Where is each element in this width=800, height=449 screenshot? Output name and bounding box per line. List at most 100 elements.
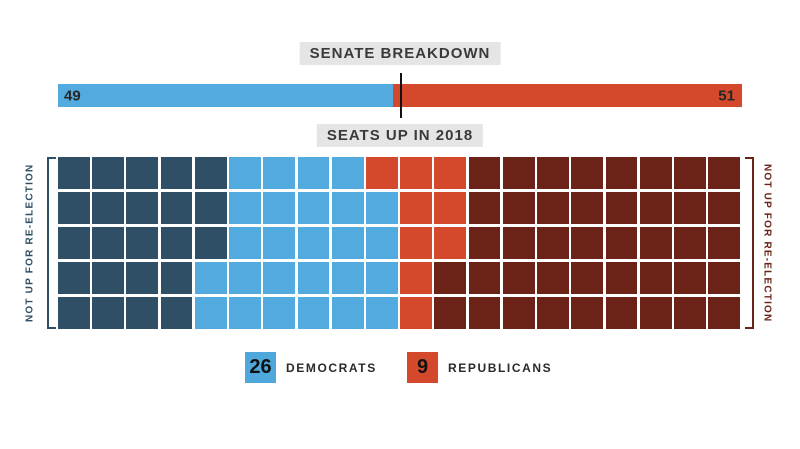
seat-cell <box>160 226 193 260</box>
seat-cell <box>229 157 261 190</box>
seat-cell <box>400 191 433 225</box>
rep-bar-segment: 51 <box>393 84 742 107</box>
seat-cell <box>571 157 604 190</box>
seat-cell <box>194 261 227 295</box>
seat-cell <box>639 261 672 295</box>
seat-cell <box>673 191 706 225</box>
seat-cell <box>468 261 501 295</box>
republicans-label: REPUBLICANS <box>448 360 553 375</box>
seat-cell <box>92 261 125 295</box>
seat-cell <box>708 191 740 225</box>
seat-cell <box>92 226 125 260</box>
seat-cell <box>92 157 125 190</box>
seat-cell <box>468 296 501 329</box>
legend-item-democrats: 26 DEMOCRATS <box>245 352 377 383</box>
left-bracket <box>47 157 56 329</box>
seat-cell <box>400 226 433 260</box>
seat-cell <box>571 191 604 225</box>
seat-cell <box>58 226 90 260</box>
senate-breakdown-bar: 49 51 <box>58 84 742 107</box>
seat-cell <box>537 157 569 190</box>
seat-cell <box>434 191 467 225</box>
seat-cell <box>639 157 672 190</box>
seat-cell <box>263 157 296 190</box>
seat-cell <box>708 226 740 260</box>
seat-cell <box>365 226 398 260</box>
seat-cell <box>502 261 535 295</box>
seat-cell <box>605 226 638 260</box>
seat-cell <box>571 226 604 260</box>
seat-cell <box>126 191 159 225</box>
seat-cell <box>639 226 672 260</box>
seat-cell <box>537 261 569 295</box>
seat-cell <box>194 296 227 329</box>
seat-cell <box>331 261 364 295</box>
seat-cell <box>229 226 261 260</box>
seat-cell <box>365 157 398 190</box>
seat-cell <box>331 226 364 260</box>
seat-cell <box>434 261 467 295</box>
seat-cell <box>263 296 296 329</box>
seat-cell <box>92 296 125 329</box>
seat-cell <box>434 157 467 190</box>
seat-cell <box>400 261 433 295</box>
seat-cell <box>126 296 159 329</box>
seat-cell <box>502 157 535 190</box>
seat-cell <box>58 296 90 329</box>
right-bracket <box>745 157 754 329</box>
seat-cell <box>58 157 90 190</box>
seat-cell <box>194 157 227 190</box>
seat-cell <box>571 296 604 329</box>
left-not-up-label: NOT UP FOR RE-ELECTION <box>24 163 36 323</box>
seat-cell <box>468 226 501 260</box>
seat-cell <box>537 296 569 329</box>
seat-cell <box>365 191 398 225</box>
seat-cell <box>58 191 90 225</box>
seat-grid <box>58 157 740 329</box>
seat-cell <box>263 226 296 260</box>
seats-up-title: SEATS UP IN 2018 <box>316 124 484 147</box>
seat-cell <box>708 261 740 295</box>
seat-cell <box>126 157 159 190</box>
seat-cell <box>194 226 227 260</box>
dem-seat-count: 49 <box>64 87 81 104</box>
majority-midpoint-tick <box>400 73 402 118</box>
seat-cell <box>537 226 569 260</box>
seat-cell <box>160 261 193 295</box>
seat-cell <box>229 191 261 225</box>
seat-cell <box>468 191 501 225</box>
seat-cell <box>297 261 330 295</box>
seat-cell <box>605 261 638 295</box>
seat-cell <box>297 157 330 190</box>
seat-cell <box>297 191 330 225</box>
seat-cell <box>434 296 467 329</box>
seat-cell <box>571 261 604 295</box>
seat-cell <box>502 226 535 260</box>
seat-cell <box>126 261 159 295</box>
seat-cell <box>673 226 706 260</box>
seat-cell <box>708 157 740 190</box>
page-title: SENATE BREAKDOWN <box>299 42 501 65</box>
seat-cell <box>708 296 740 329</box>
seat-cell <box>160 191 193 225</box>
seat-cell <box>331 157 364 190</box>
seat-cell <box>673 157 706 190</box>
seat-cell <box>605 157 638 190</box>
seat-cell <box>673 261 706 295</box>
seat-cell <box>400 296 433 329</box>
seat-cell <box>194 191 227 225</box>
seat-cell <box>502 191 535 225</box>
rep-seat-count: 51 <box>718 87 735 104</box>
seat-cell <box>605 191 638 225</box>
seat-cell <box>468 157 501 190</box>
seat-cell <box>297 296 330 329</box>
seat-cell <box>331 191 364 225</box>
seat-cell <box>263 261 296 295</box>
seat-cell <box>639 296 672 329</box>
seat-cell <box>365 296 398 329</box>
democrats-swatch: 26 <box>245 352 276 383</box>
democrats-label: DEMOCRATS <box>286 360 377 375</box>
seat-cell <box>605 296 638 329</box>
seat-cell <box>229 261 261 295</box>
